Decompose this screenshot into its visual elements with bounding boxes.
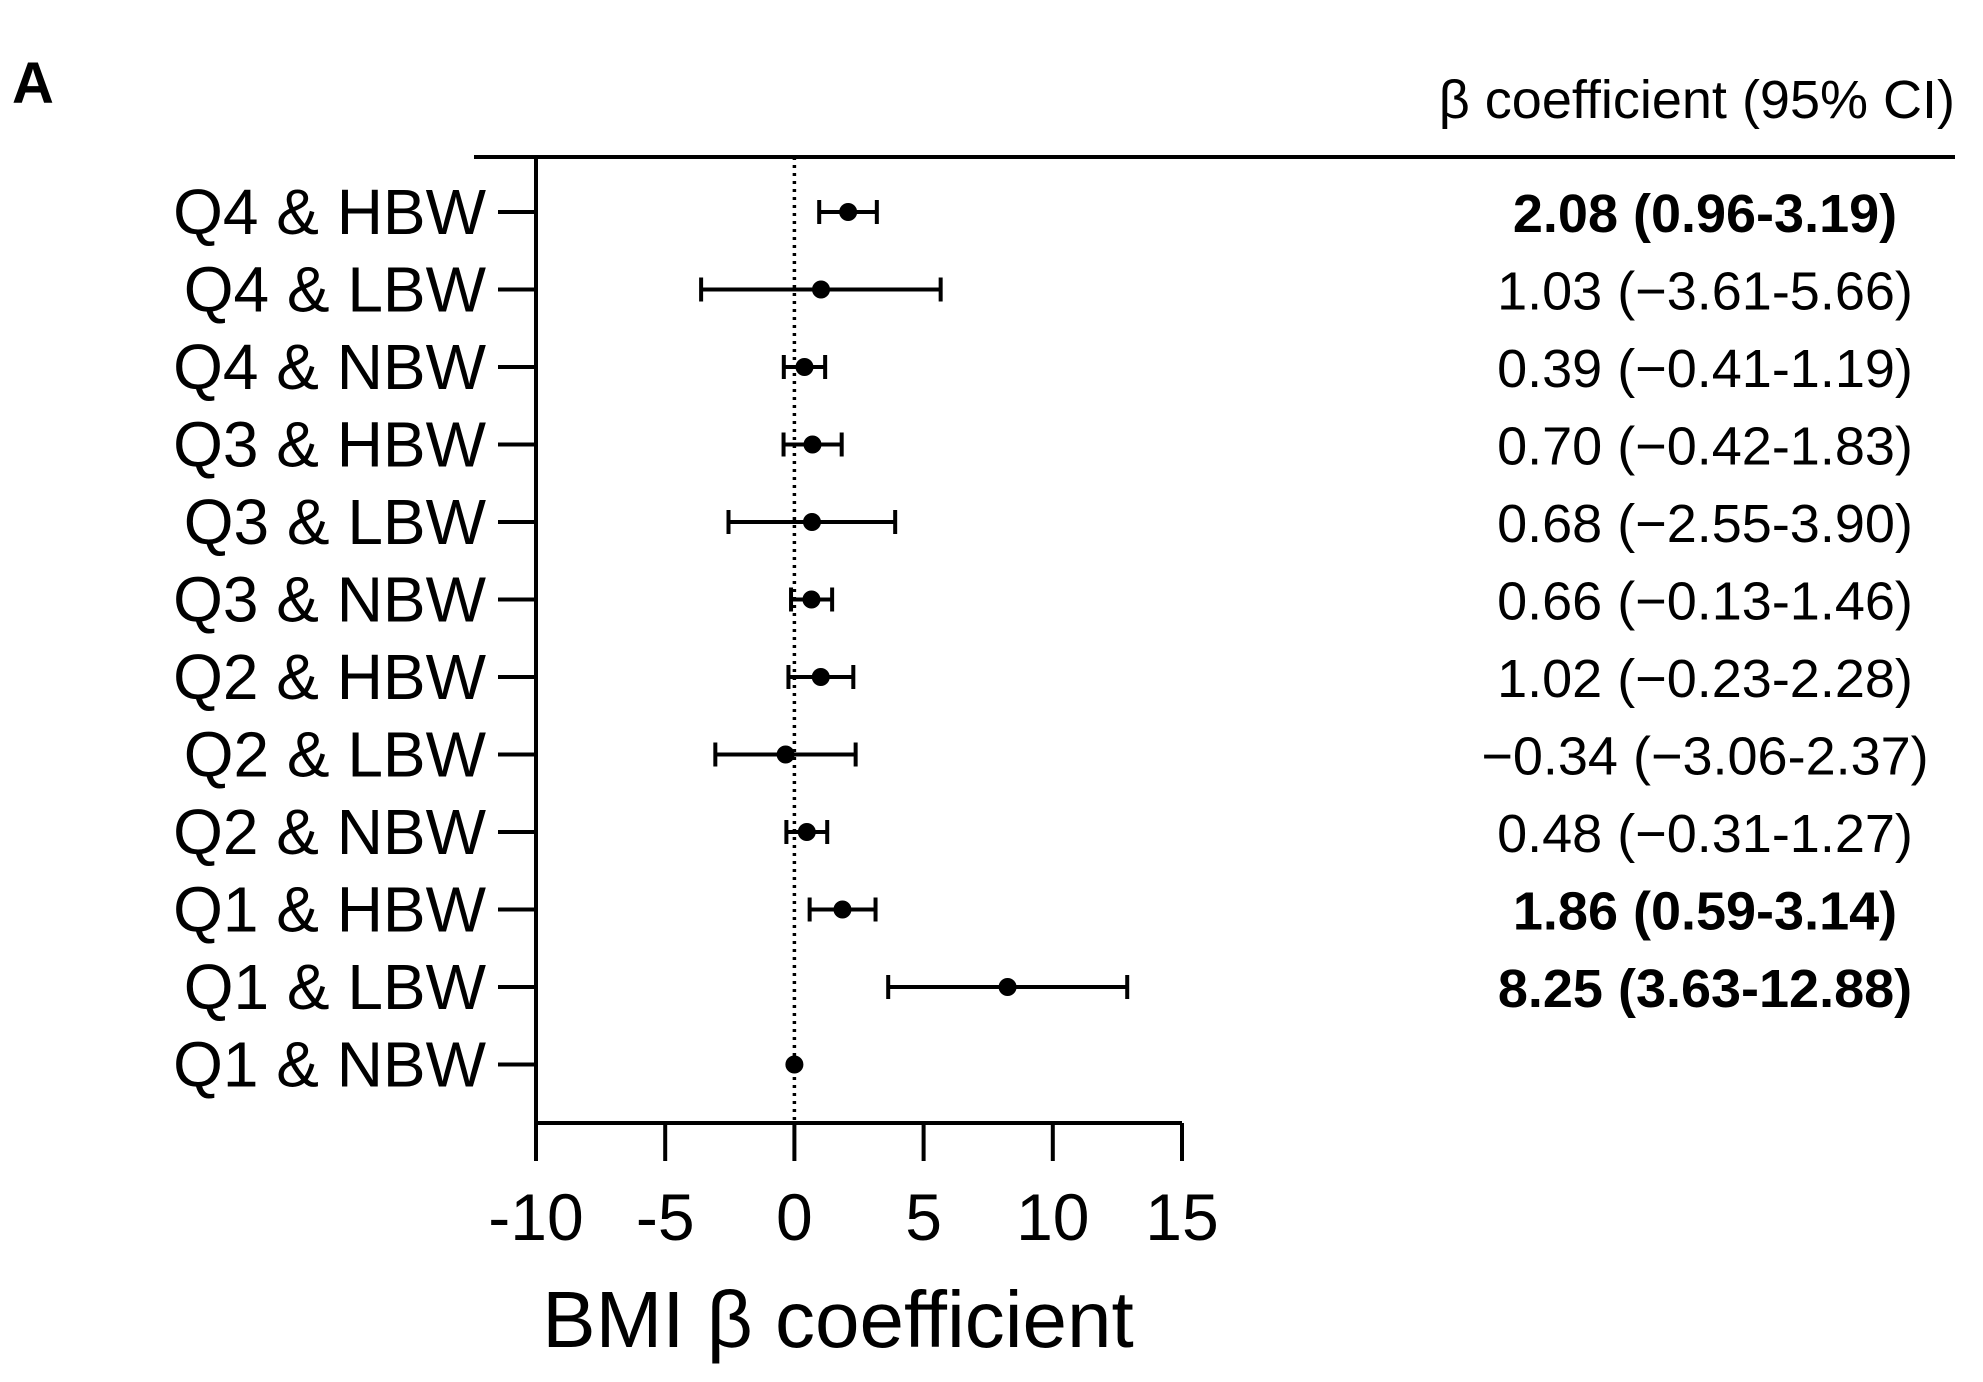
row-label: Q4 & NBW [173,331,487,403]
x-axis-label: BMI β coefficient [542,1275,1133,1364]
point-estimate [803,435,822,454]
x-tick-label: 10 [1016,1180,1089,1254]
point-estimate [795,358,814,376]
ci-text: 2.08 (0.96-3.19) [1513,184,1897,244]
x-tick-label: -5 [636,1180,695,1254]
ci-text: 0.66 (−0.13-1.46) [1497,572,1913,632]
row-label: Q2 & HBW [173,641,487,713]
row-label: Q3 & NBW [173,564,487,636]
table-header: β coefficient (95% CI) [1439,70,1955,130]
ci-text: 0.39 (−0.41-1.19) [1497,339,1913,399]
point-estimate [785,1055,804,1074]
ci-text: 0.70 (−0.42-1.83) [1497,417,1913,477]
ci-text-column: 2.08 (0.96-3.19) 1.03 (−3.61-5.66) 0.39 (−… [1481,184,1928,1019]
row-label: Q1 & LBW [184,951,487,1023]
point-estimate [998,978,1017,996]
ci-text: 0.48 (−0.31-1.27) [1497,804,1913,864]
ci-text: 0.68 (−2.55-3.90) [1497,494,1913,554]
point-estimate [797,823,816,841]
panel-label: A [12,51,54,116]
x-tick-label: 0 [776,1180,813,1254]
point-estimate [802,590,821,609]
ci-text: 8.25 (3.63-12.88) [1498,959,1912,1019]
point-estimate [812,280,831,299]
ci-text: 1.02 (−0.23-2.28) [1497,649,1913,709]
point-estimate [776,745,795,764]
row-label: Q2 & NBW [173,796,487,868]
x-tick-label: -10 [488,1180,583,1254]
x-tick-label: 15 [1145,1180,1218,1254]
row-label: Q4 & HBW [173,176,487,248]
point-estimate [833,900,852,919]
ci-text: 1.86 (0.59-3.14) [1513,882,1897,942]
row-label: Q2 & LBW [184,719,487,791]
ci-text: 1.03 (−3.61-5.66) [1497,262,1913,322]
row-label: Q1 & NBW [173,1029,487,1101]
ci-text: −0.34 (−3.06-2.37) [1481,727,1928,787]
point-estimate [802,513,821,531]
x-tick-label: 5 [905,1180,942,1254]
plot-area: -10 -5 0 5 10 15 [488,157,1219,1254]
row-label: Q3 & HBW [173,409,487,481]
row-label: Q4 & LBW [184,254,487,326]
row-label: Q3 & LBW [184,486,487,558]
row-label: Q1 & HBW [173,874,487,946]
point-estimate [839,203,858,221]
point-estimate [811,668,830,686]
